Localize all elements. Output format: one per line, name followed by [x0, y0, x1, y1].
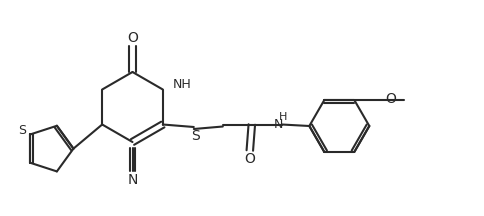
Text: S: S — [18, 124, 27, 137]
Text: N: N — [127, 173, 137, 187]
Text: S: S — [191, 129, 199, 143]
Text: NH: NH — [172, 78, 191, 91]
Text: H: H — [278, 111, 287, 121]
Text: O: O — [384, 92, 395, 106]
Text: N: N — [273, 118, 283, 131]
Text: O: O — [127, 30, 137, 44]
Text: O: O — [244, 152, 255, 166]
